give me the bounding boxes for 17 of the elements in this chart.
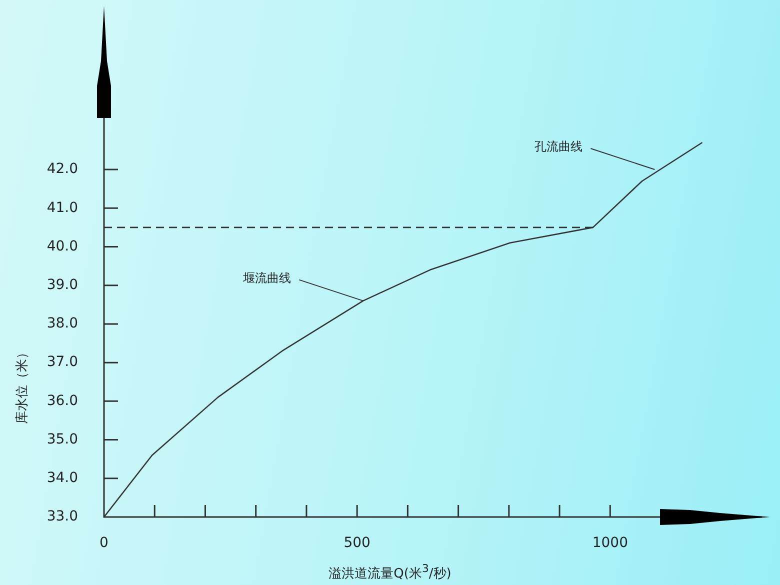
y-tick-label: 40.0 [46,238,78,254]
y-tick-label: 34.0 [46,470,78,486]
y-tick-label: 33.0 [46,508,78,525]
y-tick-label: 41.0 [46,200,78,216]
x-axis-title: 溢洪道流量Q(米$^{3}$/秒) [328,562,452,582]
y-tick-label: 36.0 [46,392,78,409]
y-axis-title: 库水位（米） [14,346,31,424]
y-tick-label: 42.0 [46,161,78,178]
annotation: 堰流曲线 [242,270,292,285]
y-tick-label: 39.0 [46,276,78,293]
x-tick-label: 500 [344,535,370,552]
annotation: 孔流曲线 [534,140,583,154]
y-tick-label: 38.0 [46,316,78,332]
y-tick-label: 37.0 [46,354,78,370]
x-tick-label: 1000 [592,535,628,552]
x-tick-label: 0 [100,535,108,552]
y-tick-label: 35.0 [46,431,78,448]
